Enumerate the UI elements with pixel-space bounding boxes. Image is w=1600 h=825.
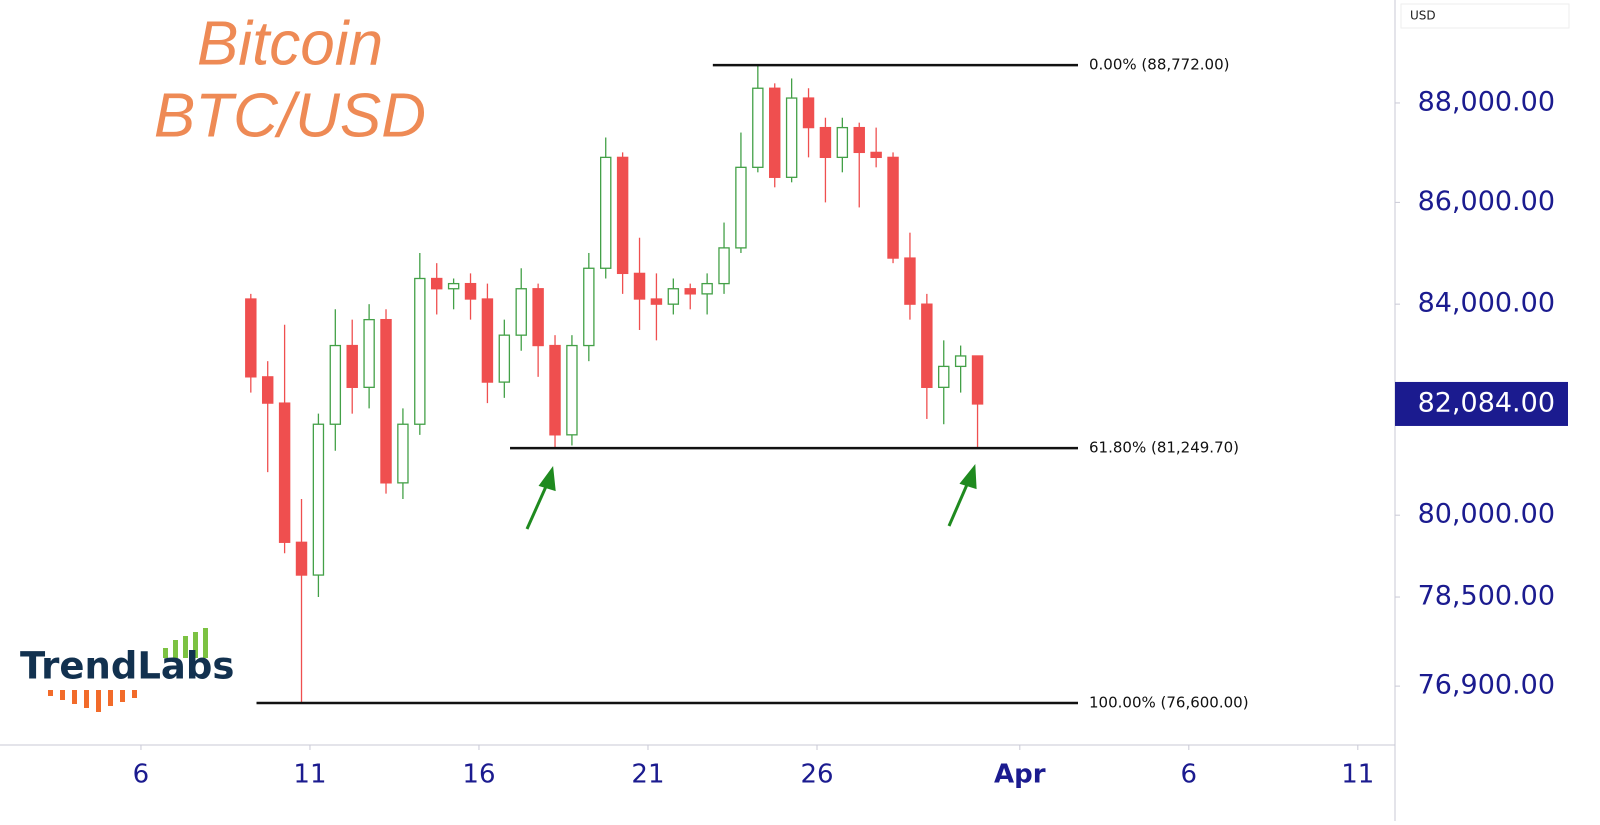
candle-body [312,423,325,576]
x-tick-label: 11 [1341,760,1374,790]
last-price-box [1395,381,1568,426]
chart-subtitle: BTC/USD [154,81,426,150]
x-tick-label: 11 [293,760,326,790]
candle-body [971,355,984,405]
candle-body [769,87,781,178]
candle-body [447,282,460,290]
candle-body [870,151,882,159]
candle-body [532,288,544,347]
candle-body [261,376,274,404]
candle-body [329,344,342,425]
fib-level-label: 100.00% (76,600.00) [1089,694,1249,712]
arrow [947,479,971,527]
logo-ticks [48,690,137,712]
candle-body [752,87,764,168]
candle-body [921,303,933,388]
y-tick-label: 80,000.00 [1418,499,1555,530]
candle-body [397,423,409,484]
logo-bar [163,648,168,658]
candle-body [414,277,426,425]
candle-body [853,126,865,154]
candle-body [718,247,730,285]
candle-body [481,298,494,383]
logo-bar [193,632,198,658]
logo-bar [183,636,188,658]
candle-body [819,126,832,159]
last-price-label: 82,084.00 [1418,387,1555,418]
logo: TrendLabs [20,628,234,712]
fib-level-label: 0.00% (88,772.00) [1089,56,1229,74]
candle-body [633,272,646,300]
candle-body [515,288,527,336]
candle-body [938,365,950,388]
x-tick-label: 26 [800,760,833,790]
candle-body [887,156,899,259]
candle-body [430,277,443,290]
y-tick-label: 76,900.00 [1418,670,1555,701]
candle-body [600,156,612,269]
candle-body [802,97,815,129]
y-tick-label: 88,000.00 [1418,86,1555,117]
chart-title: Bitcoin [197,9,383,78]
y-tick-label: 84,000.00 [1418,288,1555,319]
candle-body [904,257,916,305]
candle-body [836,126,849,159]
candle-body [464,282,477,300]
candle-body [566,344,578,436]
candle-body [954,355,967,368]
arrow-head [959,463,977,490]
candle-body [684,288,696,295]
candle-body [701,282,713,295]
candle-body [245,298,257,378]
logo-bar [203,628,208,658]
candle-body [785,97,798,178]
candle-body [583,267,595,347]
candle-body [346,344,358,388]
logo-bar [173,640,178,658]
candle-body [278,402,291,543]
arrow [525,481,550,530]
logo-text: TrendLabs [20,645,234,688]
x-tick-label: 21 [631,760,664,790]
candle-body [295,541,308,576]
x-tick-label: 16 [462,760,495,790]
candle-body [498,334,511,383]
candle-body [549,344,561,436]
x-tick-label: Apr [994,760,1046,790]
fib-level-label: 61.80% (81,249.70) [1089,439,1239,457]
candle-body [363,318,375,388]
arrows [525,463,977,530]
candle-body [616,156,629,275]
x-tick-label: 6 [133,760,150,790]
x-tick-label: 6 [1181,760,1198,790]
currency-box [1400,3,1570,29]
candle-body [667,288,680,305]
candle-body [380,318,392,484]
candle-body [735,166,747,249]
y-tick-label: 78,500.00 [1418,581,1555,612]
candle-body [650,298,663,305]
y-tick-label: 86,000.00 [1418,186,1555,217]
currency-label: USD [1410,9,1436,23]
arrow-head [538,465,556,492]
